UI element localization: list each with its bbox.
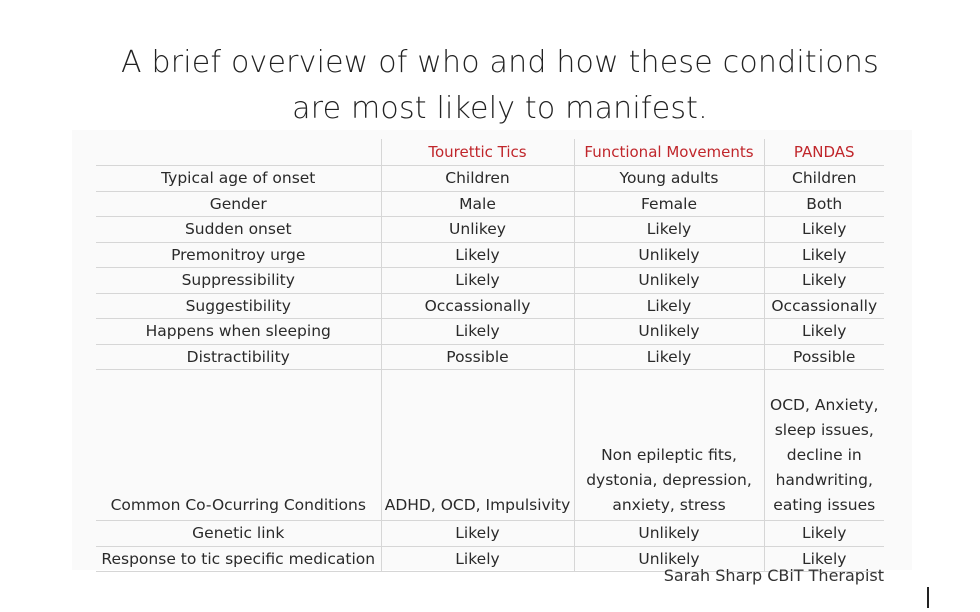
header-pandas: PANDAS (763, 139, 884, 166)
cell-pandas: Occassionally (763, 293, 884, 319)
table-row: Suggestibility Occassionally Likely Occa… (96, 293, 884, 319)
cell-tourettic: Unlikey (380, 216, 574, 243)
row-label: Premonitroy urge (96, 242, 381, 268)
cell-functional: Non epileptic fits, dystonia, depression… (573, 369, 764, 521)
cell-pandas: Likely (763, 520, 884, 547)
cell-pandas: Both (763, 191, 884, 217)
cell-tourettic: Likely (380, 546, 574, 572)
header-tourettic-tics: Tourettic Tics (380, 139, 574, 166)
cell-functional: Unlikely (573, 267, 764, 294)
table-row: Common Co-Ocurring Conditions ADHD, OCD,… (96, 369, 884, 521)
cell-pandas: Likely (763, 267, 884, 294)
cell-tourettic: Likely (380, 267, 574, 294)
table-row: Genetic link Likely Unlikely Likely (96, 520, 884, 547)
cell-functional: Likely (573, 293, 764, 319)
cell-tourettic: Possible (380, 344, 574, 370)
cell-tourettic: Male (380, 191, 574, 217)
comparison-table: Tourettic Tics Functional Movements PAND… (96, 139, 884, 572)
cell-pandas: Likely (763, 318, 884, 345)
cell-functional: Unlikely (573, 546, 764, 572)
cell-functional: Likely (573, 344, 764, 370)
cell-pandas: Likely (763, 216, 884, 243)
title-line-2: are most likely to manifest. (292, 91, 708, 126)
cell-tourettic: Likely (380, 520, 574, 547)
page-title: A brief overview of who and how these co… (0, 40, 980, 132)
header-row: Tourettic Tics Functional Movements PAND… (96, 139, 884, 166)
cell-functional: Unlikely (573, 318, 764, 345)
row-label: Genetic link (96, 520, 381, 547)
text-cursor (927, 587, 929, 608)
table-row: Suppressibility Likely Unlikely Likely (96, 267, 884, 294)
cell-pandas: Likely (763, 242, 884, 268)
cell-pandas: Children (763, 165, 884, 192)
cell-pandas: Likely (763, 546, 884, 572)
cell-functional: Young adults (573, 165, 764, 192)
cell-tourettic: Likely (380, 242, 574, 268)
row-label: Happens when sleeping (96, 318, 381, 345)
cell-tourettic: Children (380, 165, 574, 192)
cell-functional: Unlikely (573, 242, 764, 268)
row-label: Gender (96, 191, 381, 217)
cell-tourettic: Likely (380, 318, 574, 345)
header-functional-movements: Functional Movements (573, 139, 764, 166)
cell-tourettic: Occassionally (380, 293, 574, 319)
row-label: Distractibility (96, 344, 381, 370)
cell-tourettic: ADHD, OCD, Impulsivity (380, 369, 574, 521)
cell-pandas: Possible (763, 344, 884, 370)
row-label: Response to tic specific medication (96, 546, 381, 572)
header-cell-empty (96, 139, 381, 166)
table-row: Typical age of onset Children Young adul… (96, 165, 884, 192)
cell-functional: Likely (573, 216, 764, 243)
table-row: Premonitroy urge Likely Unlikely Likely (96, 242, 884, 268)
table-row: Distractibility Possible Likely Possible (96, 344, 884, 370)
row-label: Sudden onset (96, 216, 381, 243)
row-label: Common Co-Ocurring Conditions (96, 369, 381, 521)
table-row: Response to tic specific medication Like… (96, 546, 884, 572)
table-row: Happens when sleeping Likely Unlikely Li… (96, 318, 884, 345)
title-line-1: A brief overview of who and how these co… (121, 45, 879, 80)
cell-pandas: OCD, Anxiety, sleep issues, decline in h… (763, 369, 884, 521)
row-label: Suggestibility (96, 293, 381, 319)
row-label: Suppressibility (96, 267, 381, 294)
author-credit: Sarah Sharp CBiT Therapist (663, 566, 884, 585)
table-row: Sudden onset Unlikey Likely Likely (96, 216, 884, 243)
cell-functional: Unlikely (573, 520, 764, 547)
cell-functional: Female (573, 191, 764, 217)
row-label: Typical age of onset (96, 165, 381, 192)
table-row: Gender Male Female Both (96, 191, 884, 217)
